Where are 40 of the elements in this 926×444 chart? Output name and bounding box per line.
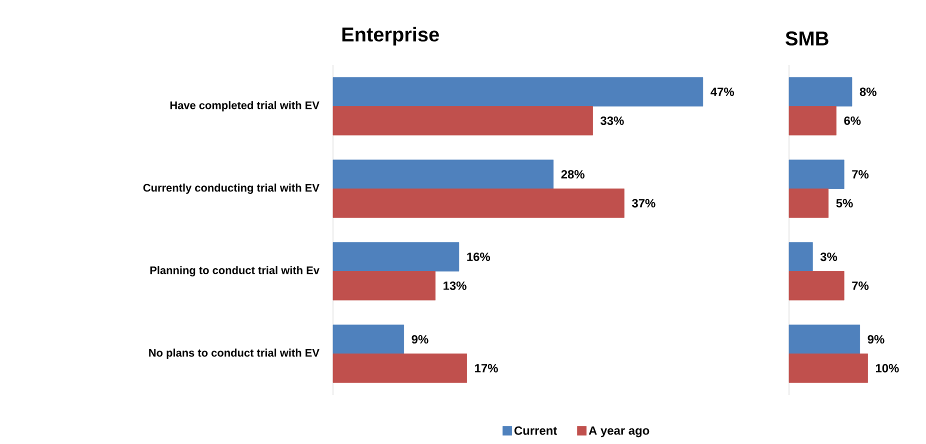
data-label: 10% [876,364,899,372]
bar [788,271,844,300]
chart-title: Enterprise [342,26,439,46]
bar [332,160,554,189]
y-tick-label: Have completed trial with EV [170,101,320,112]
bar [332,271,436,300]
bar [788,160,844,189]
data-label: 13% [444,281,466,290]
data-label: 7% [852,281,869,290]
bar [332,354,467,383]
y-tick-label: Planning to conduct trial with Ev [150,266,320,276]
bar [788,77,852,106]
data-label: 7% [852,170,869,179]
data-label: 47% [710,88,734,96]
bar [332,188,624,218]
data-label: 9% [868,335,884,344]
bar [332,106,593,136]
data-label: 17% [475,364,498,372]
chart-title: SMB [786,31,828,46]
data-label: 28% [561,170,584,179]
bar [788,106,836,136]
y-tick-label: Currently conducting trial with EV [143,184,320,194]
bar [788,242,813,272]
data-label: 16% [467,252,490,262]
data-label: 33% [600,116,624,125]
bar [788,354,868,383]
bar [332,324,404,354]
legend-label: A year ago [588,426,650,438]
bar [332,242,460,272]
bar [788,188,829,218]
data-label: 37% [632,198,656,208]
data-label: 9% [412,335,428,344]
bar [332,77,704,106]
bar [788,324,860,354]
legend-label: Current [514,426,558,435]
data-label: 5% [836,198,853,208]
data-label: 6% [844,116,861,125]
data-label: 3% [820,252,838,262]
data-label: 8% [860,88,876,96]
y-tick-label: No plans to conduct trial with EV [149,348,320,359]
